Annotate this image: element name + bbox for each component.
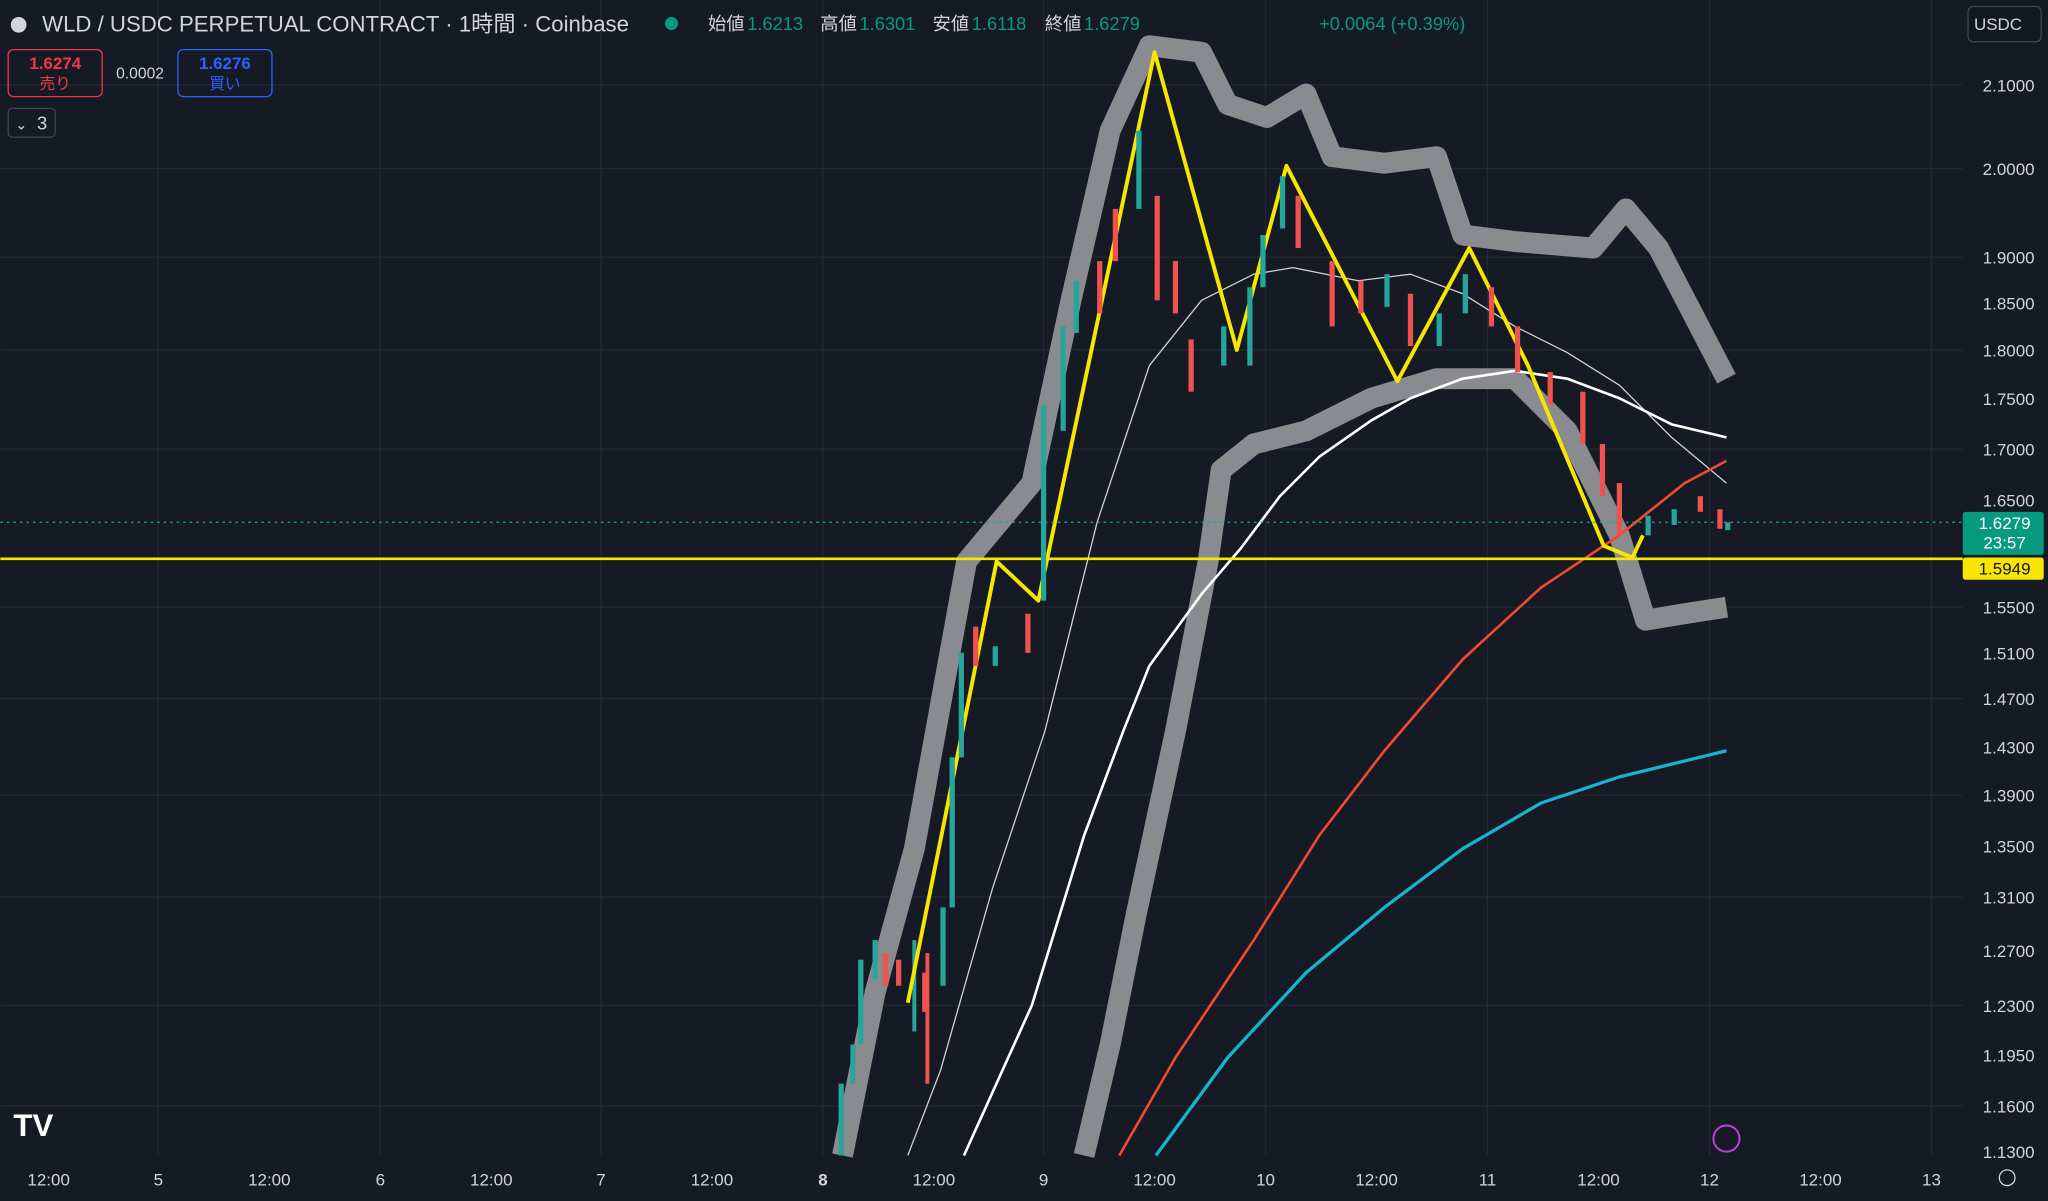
indicators (0, 35, 1963, 1158)
ohlc-value: 1.6213 (747, 13, 803, 34)
sell-button[interactable] (7, 48, 103, 98)
time-tick-label: 5 (154, 1171, 163, 1190)
sell-price[interactable]: 1.6274 (29, 54, 81, 73)
ohlc-label: 安値 (933, 13, 970, 34)
price-tick-label: 1.3100 (1983, 889, 2035, 908)
ohlc-value: 1.6301 (859, 13, 915, 34)
ohlc-label: 高値 (820, 13, 857, 34)
price-tick-label: 1.8500 (1983, 294, 2035, 313)
time-tick-label: 11 (1479, 1171, 1497, 1190)
market-status (664, 16, 678, 31)
ohlc: 始値 1.6213 高値 1.6301 安値 1.6118 終値 1.6279 (708, 13, 1140, 34)
ohlc-value: 1.6118 (972, 13, 1027, 34)
chevron[interactable]: ⌄ (15, 117, 27, 133)
price-tick-label: 1.7000 (1983, 441, 2035, 460)
time-tick-label: 12:00 (1133, 1171, 1175, 1190)
time-tick-label: 10 (1256, 1171, 1275, 1190)
price-tick-label: 1.5500 (1983, 599, 2035, 618)
last-price-tag (1962, 511, 2044, 555)
price-tick-label: 1.7500 (1983, 390, 2035, 409)
candles (838, 130, 1731, 1156)
price-tick-label: 1.2300 (1983, 997, 2035, 1016)
price-axis: 2.1000 2.0000 1.9000 1.8500 1.8000 1.7500 1.70… (1983, 76, 2035, 1162)
price-tick-label: 1.6500 (1983, 492, 2035, 511)
price-tick-label: 1.5100 (1983, 644, 2035, 663)
time-tick-label: 12:00 (1355, 1171, 1397, 1190)
sell-label[interactable]: 売り (40, 75, 71, 93)
indicators-count[interactable]: 3 (37, 112, 47, 133)
ohlc-label: 終値 (1045, 13, 1082, 34)
time-tick-label: 13 (1922, 1171, 1941, 1190)
price-tick-label: 1.4700 (1983, 690, 2035, 709)
time-tick-label: 12:00 (1799, 1171, 1841, 1190)
flash-icon[interactable] (1712, 1124, 1741, 1153)
symbol-icon (10, 16, 27, 33)
last-price: 1.6279 (1979, 514, 2031, 533)
time-axis: 12:00 5 12:00 6 12:00 7 12:00 8 12:00 9 12:00 10 12:… (27, 1171, 1940, 1190)
currency-button[interactable] (1967, 5, 2042, 43)
buy-price[interactable]: 1.6276 (199, 54, 251, 73)
symbol-title: WLD / USDC PERPETUAL CONTRACT · 1時間 · Co… (42, 11, 629, 36)
time-tick-label: 12:00 (248, 1171, 290, 1190)
time-tick-label: 12 (1700, 1171, 1719, 1190)
settings-icon[interactable] (1998, 1169, 2016, 1187)
buy-label[interactable]: 買い (209, 76, 240, 93)
level-tag (1962, 557, 2044, 580)
level-price: 1.5949 (1979, 559, 2031, 578)
time-tick-label: 12:00 (1577, 1171, 1619, 1190)
time-tick-label: 7 (596, 1171, 605, 1190)
price-tick-label: 1.1950 (1983, 1047, 2035, 1066)
price-tick-label: 1.1300 (1983, 1143, 2035, 1162)
ohlc-value: 1.6279 (1084, 13, 1140, 34)
time-tick-label: 12:00 (27, 1171, 69, 1190)
logo: TV (13, 1108, 53, 1143)
buy-button[interactable] (177, 48, 273, 98)
price-tick-label: 1.2700 (1983, 942, 2035, 961)
countdown: 23:57 (1983, 533, 2025, 552)
price-tick-label: 2.0000 (1983, 160, 2035, 179)
price-tick-label: 2.1000 (1983, 76, 2035, 95)
time-tick-label: 12:00 (470, 1171, 512, 1190)
currency[interactable]: USDC (1974, 15, 2022, 34)
time-tick-label: 6 (376, 1171, 385, 1190)
indicators-toggle[interactable] (7, 107, 56, 138)
price-tick-label: 1.4300 (1983, 738, 2035, 757)
time-tick-label: 9 (1039, 1171, 1048, 1190)
price-tick-label: 1.3900 (1983, 787, 2035, 806)
price-tick-label: 1.1600 (1983, 1097, 2035, 1116)
price-tick-label: 1.8000 (1983, 341, 2035, 360)
time-tick-label: 12:00 (691, 1171, 733, 1190)
change: +0.0064 (+0.39%) (1319, 13, 1465, 34)
spread: 0.0002 (116, 65, 164, 82)
ohlc-label: 始値 (708, 13, 745, 34)
time-tick-label: 8 (818, 1171, 827, 1190)
time-tick-label: 12:00 (913, 1171, 955, 1190)
grid (0, 0, 1963, 1156)
price-tick-label: 1.3500 (1983, 838, 2035, 857)
price-tick-label: 1.9000 (1983, 249, 2035, 268)
